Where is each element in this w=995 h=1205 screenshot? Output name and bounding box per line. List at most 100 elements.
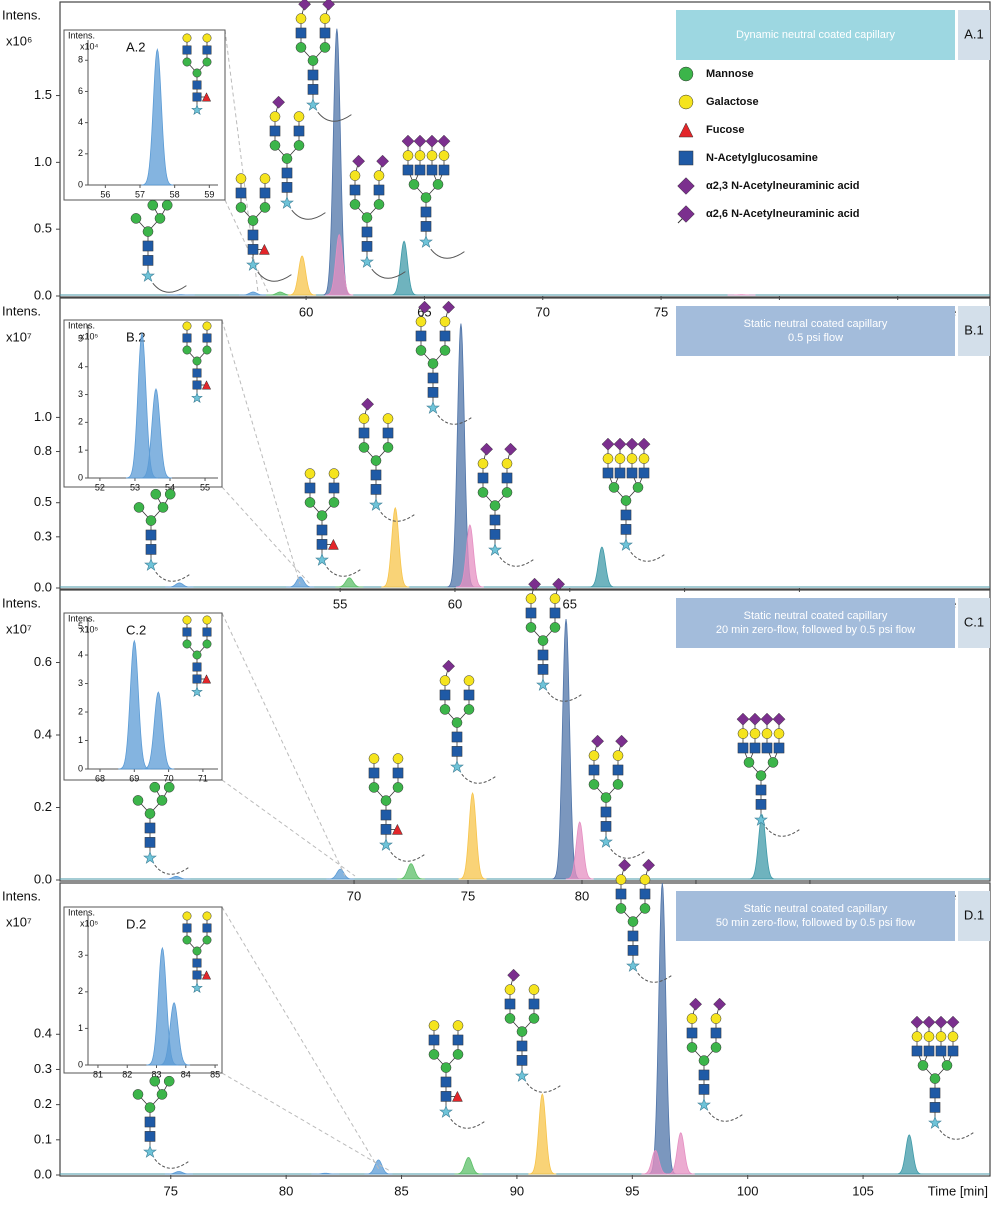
- glycan-square: [203, 924, 211, 932]
- peak: [162, 876, 190, 879]
- glycan-square: [403, 165, 413, 175]
- inset-x-tick-label: 58: [170, 189, 180, 199]
- glycan-square: [146, 530, 156, 540]
- glycan: [296, 0, 351, 121]
- glycan-circle: [601, 793, 611, 803]
- glycan-circle: [133, 1089, 143, 1099]
- glycan-diamond: [638, 438, 650, 450]
- inset-y-tick-label: 2: [78, 148, 83, 158]
- glycan-circle: [282, 154, 292, 164]
- glycan-square: [930, 1088, 940, 1098]
- glycan-circle: [440, 345, 450, 355]
- glycan: [350, 155, 405, 278]
- glycan-square: [143, 255, 153, 265]
- glycan-circle: [270, 112, 280, 122]
- glycan-circle: [371, 456, 381, 466]
- glycan-star: [281, 197, 293, 208]
- inset-y-tick-label: 3: [78, 950, 83, 960]
- glycan-square: [601, 821, 611, 831]
- legend-label: Galactose: [706, 96, 759, 108]
- glycan: [737, 713, 799, 836]
- glycan-circle: [609, 482, 619, 492]
- glycan-circle: [183, 912, 191, 920]
- y-axis-label: Intens.: [2, 595, 41, 610]
- glycan-circle: [628, 917, 638, 927]
- glycan-square: [756, 785, 766, 795]
- glycan-square: [478, 473, 488, 483]
- y-axis-label: Intens.: [2, 888, 41, 903]
- glycan-circle: [440, 676, 450, 686]
- glycan-connector: [462, 774, 496, 783]
- y-tick-label: 0.3: [34, 1061, 52, 1076]
- glycan-circle: [203, 912, 211, 920]
- glycan-circle: [383, 414, 393, 424]
- glycan-diamond: [505, 443, 517, 455]
- glycan-square: [371, 484, 381, 494]
- glycan-square: [145, 837, 155, 847]
- glycan-circle: [158, 502, 168, 512]
- glycan-square: [296, 28, 306, 38]
- peak: [552, 619, 580, 879]
- inset-y-tick-label: 0: [78, 179, 83, 189]
- peak: [326, 869, 354, 879]
- glycan-square: [627, 468, 637, 478]
- glycan-diamond: [761, 713, 773, 725]
- glycan-square: [203, 628, 211, 636]
- glycan-square: [452, 746, 462, 756]
- condition-text: 0.5 psi flow: [788, 332, 843, 344]
- glycan-circle: [526, 594, 536, 604]
- glycan-circle: [362, 213, 372, 223]
- glycan-circle: [529, 1013, 539, 1023]
- glycan-circle: [613, 779, 623, 789]
- glycan-square: [183, 334, 191, 342]
- glycan-circle: [329, 469, 339, 479]
- y-axis-label: Intens.: [2, 7, 41, 22]
- glycan-square: [415, 165, 425, 175]
- glycan-circle: [383, 442, 393, 452]
- glycan-square: [143, 241, 153, 251]
- legend-symbol: [679, 95, 693, 109]
- glycan-circle: [374, 199, 384, 209]
- glycan-circle: [162, 200, 172, 210]
- glycan-square: [145, 823, 155, 833]
- glycan-square: [193, 381, 201, 389]
- y-tick-label: 0.5: [34, 221, 52, 236]
- glycan: [687, 998, 742, 1121]
- peak: [588, 547, 616, 587]
- glycan-square: [538, 650, 548, 660]
- peak: [239, 292, 267, 295]
- glycan-circle: [403, 151, 413, 161]
- glycan-circle: [236, 174, 246, 184]
- glycan-star: [144, 852, 156, 863]
- glycan-square: [601, 807, 611, 817]
- glycan-connector: [327, 567, 361, 576]
- glycan-connector: [527, 1083, 561, 1092]
- glycan-diamond: [443, 660, 455, 672]
- x-tick-label: 85: [394, 1183, 408, 1198]
- glycan-circle: [452, 718, 462, 728]
- y-tick-label: 0.6: [34, 654, 52, 669]
- glycan-square: [350, 185, 360, 195]
- glycan-circle: [640, 903, 650, 913]
- inset-x-tick-label: 57: [135, 189, 145, 199]
- glycan-circle: [134, 502, 144, 512]
- glycan-square: [193, 369, 201, 377]
- glycan-square: [621, 524, 631, 534]
- inset-x-tick-label: 71: [198, 773, 208, 783]
- x-tick-label: 70: [347, 888, 361, 903]
- glycan-square: [308, 70, 318, 80]
- glycan-square: [440, 690, 450, 700]
- glycan-diamond: [273, 96, 285, 108]
- glycan-square: [603, 468, 613, 478]
- condition-text: Static neutral coated capillary: [744, 318, 888, 330]
- glycan-circle: [183, 616, 191, 624]
- x-tick-label: 60: [448, 596, 462, 611]
- glycan-connector: [155, 1159, 189, 1168]
- glycan-circle: [145, 809, 155, 819]
- glycan-diamond: [616, 735, 628, 747]
- glycan-circle: [756, 771, 766, 781]
- glycan-square: [193, 81, 201, 89]
- glycan-circle: [359, 414, 369, 424]
- glycan-connector: [766, 827, 800, 836]
- inset-x-tick-label: 81: [93, 1069, 103, 1079]
